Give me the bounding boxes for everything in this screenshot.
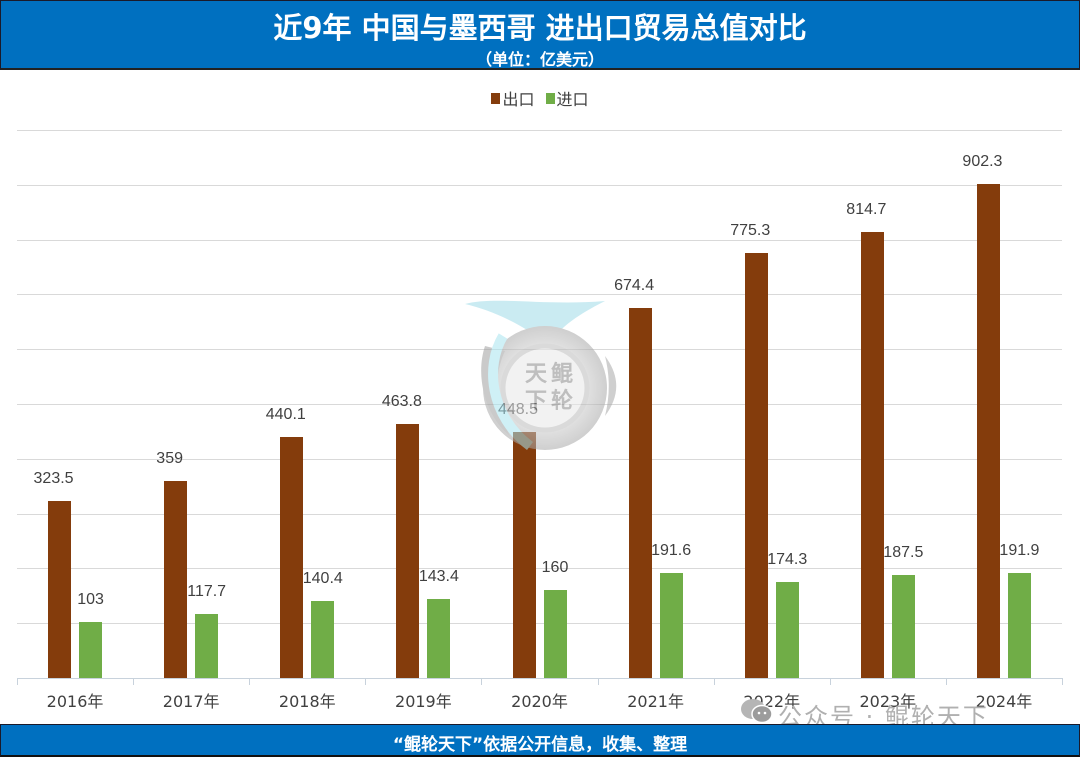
legend-swatch-export-icon [491, 92, 501, 104]
import-value-label: 103 [77, 590, 104, 608]
plot-area: 323.5 103 2016年 359 117.7 2017年 440.1 140.4 2018… [17, 130, 1063, 711]
legend-label-export: 出口 [502, 90, 535, 109]
import-bar [79, 621, 103, 678]
legend-item-export: 出口 [491, 86, 534, 110]
export-bar [976, 183, 1000, 678]
wechat-icon [741, 699, 773, 724]
import-value-label: 160 [541, 559, 569, 577]
x-axis-category-label: 2021年 [627, 692, 684, 711]
import-bar [427, 599, 451, 678]
export-bar [512, 432, 536, 678]
x-axis-category-label: 2016年 [46, 692, 104, 711]
x-axis-category-label: 2024年 [975, 692, 1033, 711]
import-value-label: 174.3 [767, 551, 808, 569]
footer-source-text: “鲲轮天下”依据公开信息，收集、整理 [392, 735, 688, 755]
x-axis-category-label: 2023年 [859, 692, 917, 711]
x-axis-tick [133, 678, 135, 685]
gridline [17, 458, 1062, 460]
legend-label-import: 进口 [556, 90, 589, 109]
x-axis-tick [597, 678, 599, 685]
export-value-label: 814.7 [846, 200, 887, 218]
x-axis-category-label: 2019年 [395, 692, 452, 711]
gridline [17, 294, 1062, 296]
import-value-label: 117.7 [187, 582, 227, 600]
x-axis-category-label: 2017年 [162, 692, 220, 711]
import-bar [891, 575, 915, 678]
x-axis-tick [1062, 678, 1063, 685]
import-value-label: 187.5 [883, 544, 924, 562]
export-value-label: 463.8 [381, 392, 422, 410]
gridline [17, 513, 1062, 515]
x-axis-category-label: 2020年 [511, 692, 568, 711]
x-axis-tick [481, 678, 483, 685]
x-axis-tick [713, 678, 715, 685]
import-bar [195, 613, 219, 678]
chart-subtitle: （单位：亿美元） [475, 50, 604, 69]
chart-header: 近9年 中国与墨西哥 进出口贸易总值对比 （单位：亿美元） [0, 0, 1080, 70]
gridline [17, 623, 1062, 625]
x-axis-tick [249, 678, 251, 685]
export-value-label: 323.5 [33, 469, 74, 487]
export-bar [280, 436, 304, 678]
legend-swatch-import-icon [545, 92, 555, 104]
chart-title: 近9年 中国与墨西哥 进出口贸易总值对比 [273, 11, 807, 45]
chart-footer: “鲲轮天下”依据公开信息，收集、整理 [0, 724, 1080, 757]
import-value-label: 143.4 [418, 568, 459, 586]
import-bar [659, 573, 683, 678]
gridline [17, 239, 1062, 241]
export-bar [860, 231, 884, 678]
export-value-label: 902.3 [962, 152, 1003, 170]
gridline [17, 404, 1062, 405]
x-axis-tick [17, 678, 18, 685]
import-value-label: 140.4 [302, 570, 343, 588]
export-bar [744, 253, 768, 678]
import-value-label: 191.6 [651, 542, 692, 559]
import-bar [775, 582, 799, 678]
import-bar [1007, 572, 1031, 678]
import-bar [311, 601, 335, 678]
export-bar [396, 423, 420, 678]
x-axis-category-label: 2018年 [278, 692, 336, 711]
export-value-label: 440.1 [265, 405, 306, 423]
export-value-label: 448.5 [497, 401, 539, 419]
export-bar [164, 481, 188, 678]
gridline [17, 568, 1062, 570]
gridline [17, 184, 1062, 186]
x-axis-tick [829, 678, 831, 685]
import-bar [543, 590, 567, 678]
chart-legend: 出口 进口 [0, 86, 1080, 110]
gridline [17, 130, 1062, 131]
legend-item-import: 进口 [545, 86, 589, 110]
gridline [17, 349, 1062, 351]
export-bar [628, 308, 652, 678]
x-axis-line [17, 678, 1062, 679]
export-bar [48, 500, 72, 678]
export-value-label: 359 [156, 450, 184, 468]
x-axis-tick [945, 678, 947, 685]
x-axis-tick [365, 678, 367, 685]
import-value-label: 191.9 [999, 541, 1040, 559]
export-value-label: 674.4 [614, 277, 655, 295]
export-value-label: 775.3 [730, 222, 771, 240]
